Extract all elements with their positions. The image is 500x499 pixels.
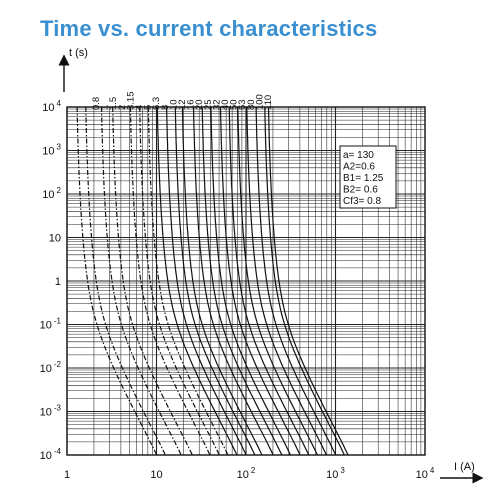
x-tick-label: 10 4 <box>416 466 435 481</box>
curve-16 <box>193 107 274 456</box>
curve-label-16: 16 <box>186 99 197 110</box>
x-tick-label: 10 3 <box>326 466 345 481</box>
curve-label-1-5: 1.5 <box>108 97 119 110</box>
y-tick-label: 10 2 <box>42 186 61 201</box>
curve-32 <box>219 106 301 456</box>
x-tick-label: 1 <box>64 469 70 481</box>
y-tick-label: 10 4 <box>42 99 61 114</box>
curve-10 <box>174 106 256 456</box>
y-tick-label: 10 -2 <box>40 360 62 375</box>
curve-100 <box>264 106 345 456</box>
curve-labels: 0.811.523.15456.381012162025324050638010… <box>91 92 274 111</box>
curve-label-2: 2 <box>117 105 128 110</box>
parameter-line: B2= 0.6 <box>343 185 378 196</box>
curve-12 <box>181 106 263 456</box>
plot-border <box>66 106 426 456</box>
parameter-line: a= 130 <box>343 150 374 161</box>
curve-label-3-15: 3.15 <box>125 92 136 111</box>
x-axis-label: I (A) <box>454 461 475 473</box>
curve-label-4: 4 <box>134 105 145 110</box>
curve-label-50: 50 <box>229 99 240 110</box>
chart-frame <box>58 54 484 484</box>
curve-50 <box>237 106 319 456</box>
y-tick-label: 10 -4 <box>40 447 62 462</box>
curve-25 <box>210 106 292 456</box>
y-axis-label: t (s) <box>69 47 88 59</box>
chart-curves <box>76 106 349 456</box>
curve-110 <box>267 106 349 456</box>
curve-label-5: 5 <box>143 105 154 110</box>
curve-80 <box>255 106 337 456</box>
curve-6-3 <box>156 106 238 456</box>
curve-2 <box>112 106 193 456</box>
axis-labels: t (s) I (A) <box>69 47 475 473</box>
curve-label-80: 80 <box>246 99 257 110</box>
parameter-line: B1= 1.25 <box>343 173 384 184</box>
y-tick-label: 10 -3 <box>40 404 62 419</box>
curve-label-110: 110 <box>263 95 274 110</box>
curve-label-12: 12 <box>177 99 188 110</box>
curve-label-10: 10 <box>168 99 179 110</box>
x-tick-label: 10 2 <box>237 466 256 481</box>
curve-label-0-8: 0.8 <box>91 97 102 110</box>
curve-label-40: 40 <box>220 99 231 110</box>
curve-1-5 <box>100 106 182 456</box>
y-tick-label: 10 <box>49 233 61 245</box>
curve-20 <box>201 106 283 456</box>
page-title: Time vs. current characteristics <box>40 16 378 41</box>
parameter-line: A2=0.6 <box>343 162 375 173</box>
curve-label-100: 100 <box>254 94 265 110</box>
curve-4 <box>139 106 220 456</box>
curve-label-63: 63 <box>237 99 248 110</box>
curve-5 <box>147 106 229 456</box>
curve-label-25: 25 <box>203 99 214 110</box>
parameters-box-frame <box>339 145 397 209</box>
curve-63 <box>246 106 328 456</box>
y-tick-label: 1 <box>55 276 61 288</box>
curve-3-15 <box>129 106 211 456</box>
curve-8 <box>166 106 247 456</box>
x-tick-label: 10 <box>150 469 162 481</box>
curve-40 <box>228 106 310 456</box>
y-tick-label: 10 -1 <box>40 317 62 332</box>
y-tick-label: 10 3 <box>42 143 61 158</box>
curve-1 <box>85 106 166 456</box>
curve-label-1: 1 <box>100 105 111 110</box>
parameter-line: Cf3= 0.8 <box>343 196 382 207</box>
curve-0-8 <box>76 106 158 456</box>
chart-grid <box>66 107 425 456</box>
curve-label-8: 8 <box>160 105 171 110</box>
curve-label-20: 20 <box>194 99 205 110</box>
curve-label-32: 32 <box>211 99 222 110</box>
curve-label-6-3: 6.3 <box>151 97 162 110</box>
